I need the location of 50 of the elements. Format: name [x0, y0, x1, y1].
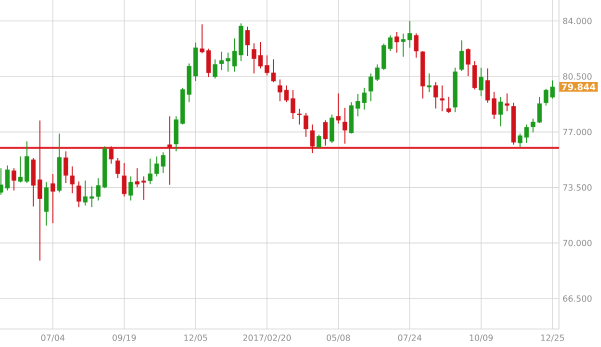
- y-tick-label: 77.000: [563, 128, 592, 136]
- candlestick: [245, 26, 250, 56]
- x-tick-label: 10/09: [470, 334, 493, 342]
- candlestick: [304, 112, 308, 138]
- candlestick: [466, 48, 470, 77]
- candlestick: [414, 32, 419, 58]
- candlestick: [212, 58, 218, 80]
- candlestick: [128, 176, 133, 202]
- y-tick-label: 70.000: [563, 240, 592, 246]
- candlestick: [498, 96, 503, 127]
- candlestick: [297, 108, 302, 126]
- candlestick: [342, 107, 348, 144]
- candlestick: [336, 92, 341, 124]
- candlestick: [12, 168, 16, 192]
- candlestick: [407, 20, 412, 48]
- candlestick: [426, 72, 432, 93]
- y-tick-label: 80.500: [563, 73, 592, 80]
- x-tick-label: 09/19: [112, 334, 136, 342]
- candlestick: [310, 124, 315, 154]
- x-tick-label: 05/08: [326, 334, 350, 342]
- candlestick: [316, 134, 322, 148]
- candlestick: [167, 116, 172, 186]
- candlestick: [459, 40, 464, 72]
- candlestick: [478, 67, 484, 97]
- x-tick-label: 07/04: [41, 334, 65, 342]
- candlestick: [433, 82, 438, 109]
- candlestick: [76, 180, 82, 208]
- x-tick-label: 07/24: [398, 334, 422, 342]
- candlestick: [83, 180, 88, 206]
- candlestick: [122, 162, 127, 198]
- candlestick: [89, 186, 94, 208]
- x-tick-label: 12/25: [541, 334, 564, 342]
- candlestick: [323, 120, 328, 146]
- candlestick: [472, 60, 477, 90]
- candlestick: [96, 178, 101, 202]
- candlestick: [115, 157, 120, 179]
- y-tick-label: 73.500: [563, 184, 592, 191]
- candlestick: [446, 96, 451, 114]
- y-tick-label: 66.500: [563, 295, 592, 302]
- text: 79.844: [562, 83, 596, 90]
- y-tick-label: 84.000: [563, 18, 592, 24]
- candlestick: [50, 174, 56, 224]
- candlestick: [504, 92, 510, 112]
- candlestick: [330, 114, 334, 144]
- x-tick-label: 12/05: [184, 334, 208, 342]
- candlestick: [440, 85, 444, 112]
- candlestick: [108, 146, 114, 164]
- x-tick-label: 2017/02/20: [243, 334, 291, 342]
- candlestick: [400, 33, 406, 58]
- candlestick: [394, 32, 400, 54]
